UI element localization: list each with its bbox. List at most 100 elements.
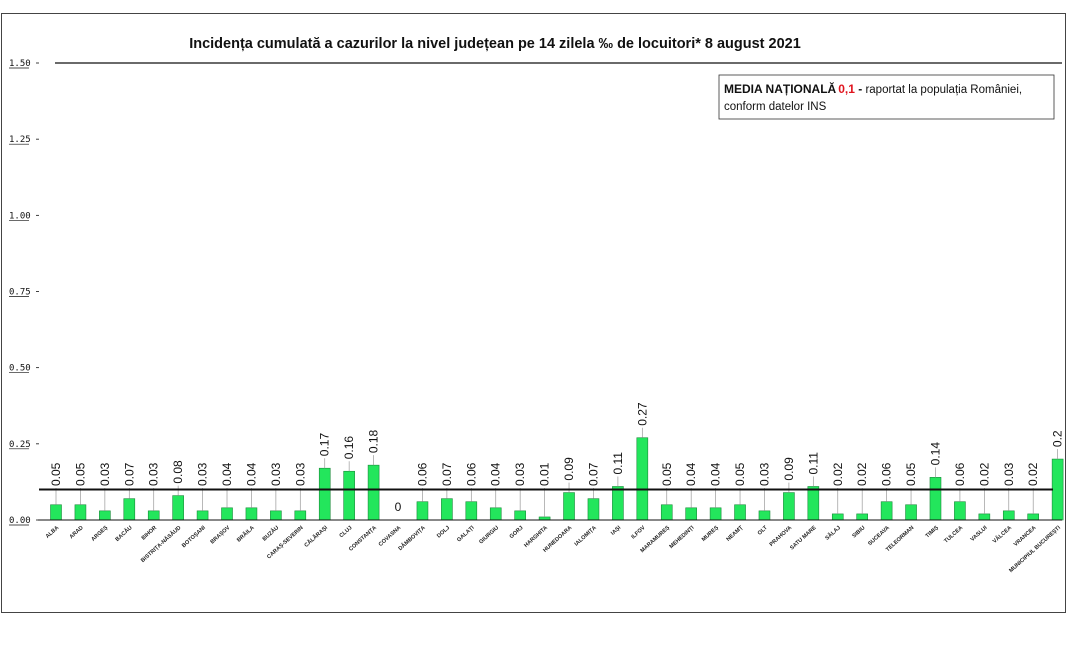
bar <box>465 501 478 521</box>
bar <box>123 498 136 521</box>
value-label: 0.06 <box>415 462 429 486</box>
bar <box>147 510 160 521</box>
value-label: 0.04 <box>489 462 503 486</box>
value-label: 0.11 <box>611 452 625 475</box>
value-label: 0.17 <box>318 433 332 457</box>
bar <box>758 510 771 521</box>
category-label: ARGEȘ <box>90 525 109 543</box>
y-tick-label: 0.75 <box>9 288 31 298</box>
bar <box>270 510 282 521</box>
value-label: 0.14 <box>928 442 942 466</box>
value-label: 0.02 <box>1026 462 1040 486</box>
y-tick-label: 0.00 <box>9 516 31 526</box>
legend-box: MEDIA NAȚIONALĂ 0,1 - raportat la populaț… <box>718 74 1055 120</box>
category-label: NEAMȚ <box>726 525 745 543</box>
bar <box>856 513 868 521</box>
category-label: TULCEA <box>943 525 964 545</box>
chart-frame <box>1 13 1066 613</box>
value-label: 0.2 <box>1051 430 1065 447</box>
x-axis-labels: ALBA ARAD ARGEȘ BACĂU BIHORBISTRIȚA-NĂSĂUDBO… <box>45 524 1063 574</box>
value-label: 0.04 <box>220 462 234 486</box>
legend-value: 0,1 <box>838 82 855 96</box>
bar <box>905 504 917 521</box>
category-label: SĂLAJ <box>824 524 842 541</box>
bar <box>245 507 258 521</box>
category-label: PRAHOVA <box>769 525 793 548</box>
y-axis: 0.00 0.25 0.50 0.75 1.00 1.25 1.50 <box>9 59 39 526</box>
value-label: 0.03 <box>513 462 527 486</box>
bar <box>1051 458 1064 521</box>
value-label: 0.03 <box>1002 462 1016 486</box>
value-label: 0.04 <box>684 462 698 486</box>
bar <box>954 501 966 521</box>
value-label: 0.03 <box>196 462 210 486</box>
category-label: BRĂILA <box>235 524 255 543</box>
value-labels: 0.05 0.05 0.03 0.07 0.03 0.08 0.03 0.04 0.04 0.03… <box>49 402 1065 517</box>
category-label: BACĂU <box>114 524 134 543</box>
value-label: 0.02 <box>855 462 869 486</box>
bar <box>612 486 624 521</box>
bar <box>441 498 453 521</box>
value-label: 0.07 <box>440 462 454 486</box>
legend-line-1: MEDIA NAȚIONALĂ 0,1 - raportat la populaț… <box>724 81 1022 96</box>
y-tick-label: 0.50 <box>9 364 31 374</box>
category-label: ILFOV <box>630 525 646 541</box>
bar <box>172 495 184 521</box>
bar <box>367 464 380 521</box>
value-label: 0.01 <box>538 462 552 486</box>
value-label: 0.11 <box>806 452 820 475</box>
value-label: 0.16 <box>342 436 356 460</box>
bar <box>709 507 722 521</box>
value-label: 0.05 <box>904 462 918 486</box>
bar <box>587 498 600 521</box>
category-label: COVASNA <box>378 525 402 548</box>
bar <box>74 504 87 521</box>
value-label: 0.04 <box>244 462 258 486</box>
value-label: 0.18 <box>367 429 381 453</box>
category-label: IAȘI <box>610 525 622 537</box>
value-label: 0.09 <box>562 457 576 481</box>
bar <box>807 486 820 521</box>
value-label: 0.05 <box>49 462 63 486</box>
category-label: VRANCEA <box>1013 525 1038 548</box>
category-label: SIBIU <box>851 525 866 539</box>
bar <box>1002 510 1015 521</box>
bar <box>783 492 795 521</box>
bar <box>50 504 62 521</box>
y-tick-label: 1.00 <box>9 211 31 221</box>
bar <box>343 470 355 521</box>
bar <box>318 467 331 521</box>
category-label: MUREȘ <box>701 525 720 543</box>
bar <box>831 513 844 521</box>
chart-title: Incidența cumulată a cazurilor la nivel … <box>189 36 801 52</box>
value-label: 0.03 <box>98 462 112 486</box>
category-label: IALOMIȚA <box>574 525 598 548</box>
category-label: ALBA <box>45 525 61 540</box>
value-label: 0.04 <box>709 462 723 486</box>
category-label: ARAD <box>69 525 85 540</box>
value-label: 0.27 <box>635 402 649 426</box>
category-label: CĂLĂRAȘI <box>303 524 329 549</box>
value-label: 0.07 <box>586 462 600 486</box>
category-label: CLUJ <box>339 525 354 539</box>
bar <box>978 513 991 521</box>
category-label: BRAȘOV <box>210 525 232 546</box>
category-label: DOLJ <box>436 525 451 539</box>
bar <box>221 507 233 521</box>
bar <box>685 507 697 521</box>
category-label: BOTOȘANI <box>181 525 207 549</box>
category-label: GALAȚI <box>456 525 476 544</box>
category-label: VÂLCEA <box>991 524 1013 545</box>
category-label: SUCEAVA <box>867 525 891 547</box>
bar <box>660 504 673 521</box>
value-label: 0.02 <box>977 462 991 486</box>
bar <box>1027 513 1039 521</box>
value-label: 0.09 <box>782 457 796 481</box>
value-label: 0.02 <box>831 462 845 486</box>
value-label: 0.07 <box>122 462 136 486</box>
category-label: TIMIȘ <box>925 525 940 540</box>
bar <box>563 492 575 521</box>
category-label: BUZĂU <box>261 524 280 542</box>
y-tick-label: 0.25 <box>9 440 31 450</box>
